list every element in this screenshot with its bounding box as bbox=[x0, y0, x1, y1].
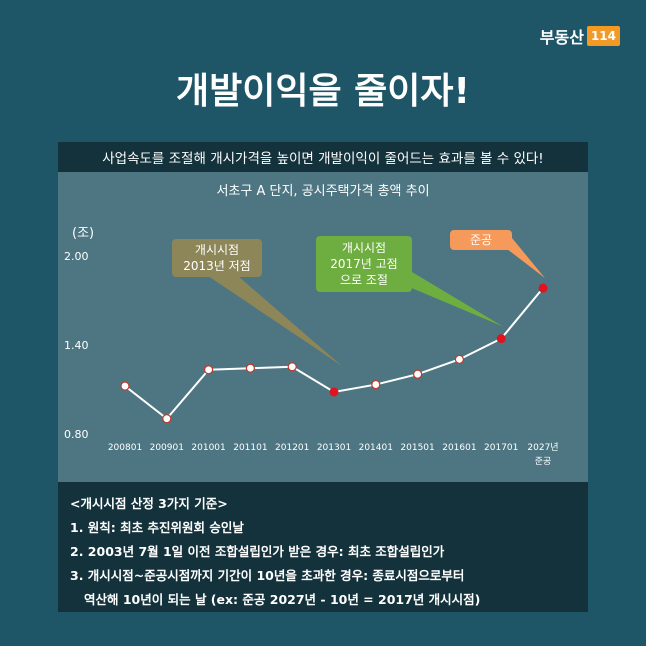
callout-2013-line1: 개시시점 bbox=[194, 243, 240, 257]
page-title: 개발이익을 줄이자! bbox=[176, 71, 470, 112]
brand-logo: 부동산 114 bbox=[540, 24, 620, 48]
data-point bbox=[329, 387, 339, 397]
callout-2017-pointer bbox=[388, 272, 504, 327]
callout-2017-line3: 으로 조절 bbox=[340, 273, 388, 287]
data-point bbox=[454, 354, 464, 364]
y-axis-unit: (조) bbox=[72, 226, 95, 241]
data-point bbox=[287, 362, 297, 372]
callout-2017: 개시시점 2017년 고점 으로 조절 bbox=[316, 236, 412, 292]
callout-completion: 준공 bbox=[450, 230, 512, 250]
criteria-notes: <개시시점 산정 3가지 기준> 1. 원칙: 최초 추진위원회 승인날 2. … bbox=[58, 482, 588, 612]
x-tick-label: 201201 bbox=[275, 443, 309, 453]
y-tick-label: 2.00 bbox=[64, 250, 89, 263]
notes-item-2: 2. 2003년 7월 1일 이전 조합설립인가 받은 경우: 최초 조합설립인… bbox=[70, 544, 445, 559]
y-tick-label: 0.80 bbox=[64, 428, 89, 441]
chart-title: 서초구 A 단지, 공시주택가격 총액 추이 bbox=[216, 184, 430, 199]
notes-item-1: 1. 원칙: 최초 추진위원회 승인날 bbox=[70, 520, 244, 535]
notes-heading: <개시시점 산정 3가지 기준> bbox=[70, 496, 228, 511]
callout-2017-line1: 개시시점 bbox=[341, 241, 387, 255]
callout-completion-line1: 준공 bbox=[469, 233, 493, 247]
logo-box: 114 bbox=[586, 26, 620, 46]
series-line bbox=[124, 287, 544, 421]
x-tick-label: 201601 bbox=[442, 443, 476, 453]
x-tick-label: 2027년 준공 bbox=[527, 442, 558, 467]
data-point bbox=[371, 379, 381, 390]
line-chart: 200801 200901 201001 201101 201201 201301 2014… bbox=[108, 238, 559, 467]
x-tick-label: 201101 bbox=[233, 443, 267, 453]
data-point bbox=[413, 369, 423, 379]
x-tick-label: 200901 bbox=[150, 443, 184, 453]
callout-2017-line2: 2017년 고점 bbox=[330, 257, 398, 271]
x-tick-label: 201501 bbox=[400, 443, 434, 453]
logo-text: 부동산 bbox=[539, 28, 584, 47]
data-point bbox=[204, 365, 214, 375]
x-tick-label: 201701 bbox=[484, 443, 518, 453]
subtitle-bar: 사업속도를 조절해 개시가격을 높이면 개발이익이 줄어드는 효과를 볼 수 있… bbox=[58, 142, 588, 172]
y-tick-label: 1.40 bbox=[64, 339, 89, 352]
x-tick-label: 201401 bbox=[359, 443, 393, 453]
data-point bbox=[245, 363, 255, 373]
data-point bbox=[538, 283, 548, 293]
data-point bbox=[120, 381, 130, 391]
x-tick-label: 200801 bbox=[108, 443, 142, 453]
notes-item-3: 3. 개시시점~준공시점까지 기간이 10년을 초과한 경우: 종료시점으로부터 bbox=[70, 568, 465, 583]
x-tick-label: 201001 bbox=[191, 443, 225, 453]
x-tick-label: 201301 bbox=[317, 443, 351, 453]
notes-item-3-continued: 역산해 10년이 되는 날 (ex: 준공 2027년 - 10년 = 2017… bbox=[84, 592, 481, 607]
subtitle-text: 사업속도를 조절해 개시가격을 높이면 개발이익이 줄어드는 효과를 볼 수 있… bbox=[102, 151, 544, 167]
data-point bbox=[496, 334, 506, 344]
data-point bbox=[162, 414, 172, 424]
chart-panel: 서초구 A 단지, 공시주택가격 총액 추이 (조) 2.00 1.40 0.8… bbox=[58, 172, 588, 482]
callout-2013: 개시시점 2013년 저점 bbox=[172, 239, 262, 277]
callout-2013-line2: 2013년 저점 bbox=[183, 259, 251, 273]
